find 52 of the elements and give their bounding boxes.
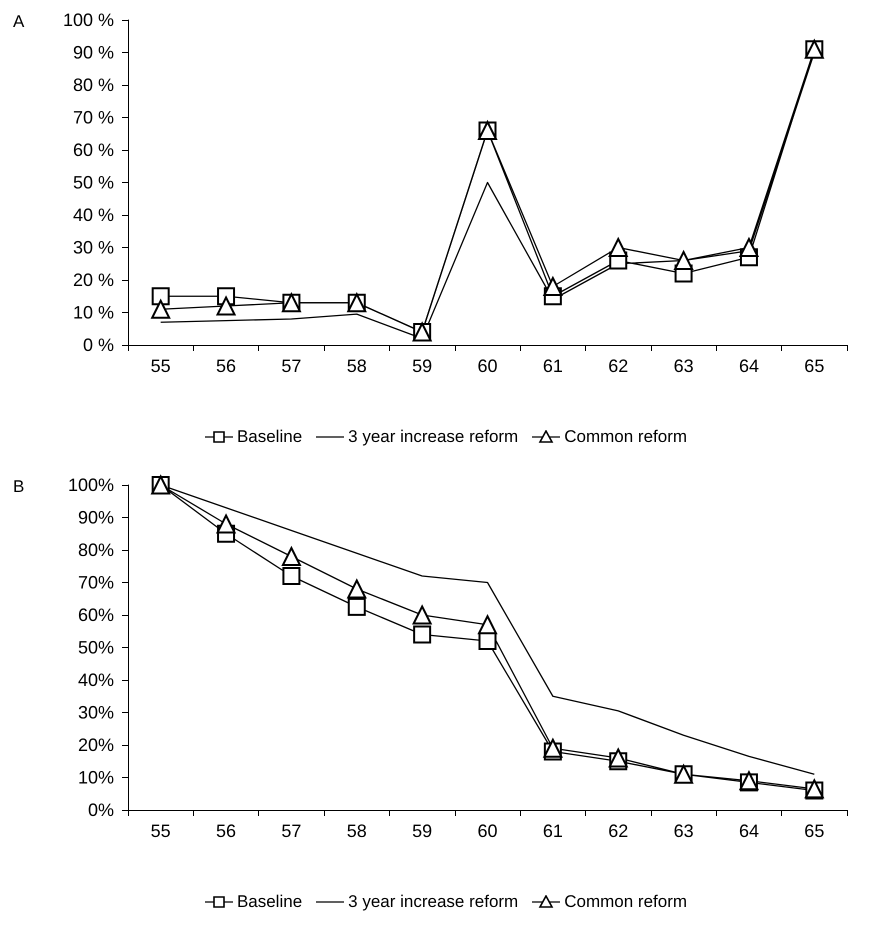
x-tick-label: 62	[608, 356, 628, 376]
chart-title: B	[13, 477, 24, 496]
x-tick-label: 55	[150, 821, 171, 841]
y-tick-label: 40%	[78, 670, 114, 690]
x-tick-label: 60	[477, 821, 498, 841]
x-tick-label: 60	[477, 356, 498, 376]
y-tick-label: 70 %	[72, 108, 114, 128]
legend-label: Baseline	[236, 892, 302, 912]
y-tick-label: 60 %	[72, 140, 114, 160]
x-tick-label: 59	[412, 356, 432, 376]
x-tick-label: 63	[674, 356, 694, 376]
y-tick-label: 50%	[78, 638, 114, 658]
y-tick-label: 90 %	[72, 42, 114, 62]
y-tick-label: 10 %	[72, 302, 114, 322]
x-tick-label: 65	[804, 356, 824, 376]
x-tick-label: 57	[281, 821, 302, 841]
legend-label: 3 year increase reform	[348, 892, 518, 912]
x-tick-label: 57	[281, 356, 302, 376]
x-tick-label: 56	[216, 821, 236, 841]
y-tick-label: 100%	[68, 475, 114, 495]
x-tick-label: 65	[804, 821, 824, 841]
x-tick-label: 61	[542, 356, 563, 376]
y-tick-label: 80%	[78, 540, 114, 560]
legend-label: Baseline	[236, 427, 302, 447]
legend-label: Common reform	[564, 427, 688, 447]
x-tick-label: 61	[542, 821, 563, 841]
y-tick-label: 100 %	[62, 10, 114, 30]
x-tick-label: 64	[738, 356, 759, 376]
y-tick-label: 20 %	[72, 270, 114, 290]
x-tick-label: 56	[216, 356, 236, 376]
y-tick-label: 40 %	[72, 205, 114, 225]
y-tick-label: 30%	[78, 702, 114, 722]
legend-label: Common reform	[564, 892, 688, 912]
chart-title: A	[13, 12, 25, 31]
x-tick-label: 58	[346, 821, 367, 841]
x-tick-label: 55	[150, 356, 171, 376]
x-tick-label: 63	[674, 821, 694, 841]
y-tick-label: 10%	[78, 768, 114, 788]
y-tick-label: 50 %	[72, 172, 114, 192]
y-tick-label: 20%	[78, 735, 114, 755]
y-tick-label: 0%	[88, 800, 114, 820]
x-tick-label: 64	[738, 821, 759, 841]
y-tick-label: 90%	[78, 508, 114, 528]
legend-label: 3 year increase reform	[348, 427, 518, 447]
y-tick-label: 70%	[78, 572, 114, 592]
y-tick-label: 30 %	[72, 238, 114, 258]
y-tick-label: 80 %	[72, 75, 114, 95]
x-tick-label: 59	[412, 821, 432, 841]
y-tick-label: 0 %	[82, 335, 114, 355]
y-tick-label: 60%	[78, 605, 114, 625]
x-tick-label: 62	[608, 821, 628, 841]
x-tick-label: 58	[346, 356, 367, 376]
